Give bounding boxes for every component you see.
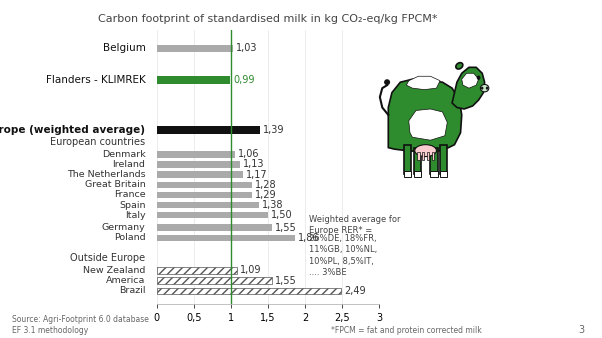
Text: 1,09: 1,09 [240,265,262,275]
Bar [404,145,411,174]
Text: 1,39: 1,39 [262,125,284,135]
Text: 2,49: 2,49 [344,286,366,296]
Text: 3: 3 [578,324,584,335]
Bar [414,148,421,174]
Text: 1,50: 1,50 [271,210,293,220]
Text: Weighted average for
Europe RER* =: Weighted average for Europe RER* = [309,215,400,235]
Bar [430,148,438,174]
Text: Great Britain: Great Britain [85,180,146,189]
Bar [157,224,272,231]
Bar [157,182,252,188]
Text: Germany: Germany [102,223,146,232]
Bar [157,171,243,178]
Title: Carbon footprint of standardised milk in kg CO₂-eq/kg FPCM*: Carbon footprint of standardised milk in… [98,14,438,24]
Text: 1,28: 1,28 [255,180,276,190]
Text: Ireland: Ireland [113,160,146,169]
Text: New Zealand: New Zealand [83,266,146,275]
Ellipse shape [456,63,463,69]
Bar [157,161,240,168]
Bar [157,267,237,273]
Bar [157,212,268,218]
Bar [414,171,421,177]
Ellipse shape [480,84,489,92]
Text: France: France [114,190,146,199]
Bar [157,151,235,158]
Text: 1,55: 1,55 [275,223,296,233]
Bar [440,145,447,174]
Text: Denmark: Denmark [102,150,146,159]
Bar [432,152,434,160]
Text: America: America [106,276,146,285]
Text: 1,06: 1,06 [238,149,259,159]
Bar [157,288,341,294]
Text: 1,55: 1,55 [275,275,296,286]
Text: 1,86: 1,86 [297,233,319,243]
Bar [157,192,252,198]
Polygon shape [409,109,447,140]
Text: European countries: European countries [50,137,146,147]
Circle shape [486,87,488,90]
Text: Poland: Poland [114,233,146,242]
Text: Brazil: Brazil [119,286,146,295]
Text: Flanders - KLIMREK: Flanders - KLIMREK [46,75,146,85]
Polygon shape [406,76,440,90]
Circle shape [481,87,483,90]
Text: *FPCM = fat and protein corrected milk: *FPCM = fat and protein corrected milk [331,325,482,335]
Bar [417,152,420,160]
Text: Belgium: Belgium [102,44,146,53]
Text: 1,29: 1,29 [255,190,277,200]
Text: 26%DE, 18%FR,
11%GB, 10%NL,
10%PL, 8,5%IT,
.... 3%BE: 26%DE, 18%FR, 11%GB, 10%NL, 10%PL, 8,5%I… [309,234,377,276]
Bar [157,45,233,52]
Bar [157,277,272,284]
Bar [427,152,429,160]
Text: The Netherlands: The Netherlands [67,170,146,179]
Text: 1,03: 1,03 [236,44,258,53]
Text: 1,17: 1,17 [246,170,268,179]
Bar [404,171,411,177]
Text: 1,13: 1,13 [243,160,265,169]
Bar [157,235,294,241]
Bar [440,171,447,177]
Text: Europe (weighted average): Europe (weighted average) [0,125,146,135]
Text: Spain: Spain [119,200,146,210]
Bar [422,152,424,160]
Text: Source: Agri-Footprint 6.0 database
EF 3.1 methodology: Source: Agri-Footprint 6.0 database EF 3… [12,315,149,335]
Polygon shape [452,67,485,109]
Ellipse shape [384,79,390,85]
Bar [157,76,230,84]
Text: 1,38: 1,38 [262,200,284,210]
Bar [157,126,259,134]
Text: 0,99: 0,99 [233,75,255,85]
Polygon shape [388,79,462,152]
Text: Italy: Italy [125,211,146,220]
Bar [430,171,438,177]
Ellipse shape [415,145,436,156]
Text: Outside Europe: Outside Europe [70,253,146,263]
Bar [157,202,259,208]
Circle shape [477,75,480,80]
Polygon shape [462,73,479,88]
